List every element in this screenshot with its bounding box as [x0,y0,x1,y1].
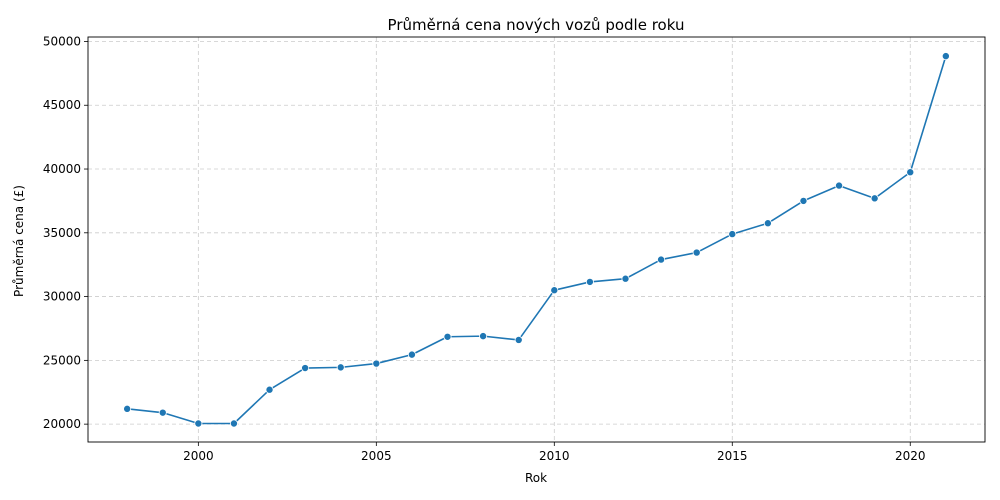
data-point [621,274,630,283]
y-tick-label: 25000 [43,353,81,367]
x-tick-label: 2010 [539,449,570,463]
data-point [407,350,416,359]
data-point [906,168,915,177]
data-point [799,196,808,205]
data-point [585,277,594,286]
data-point [835,181,844,190]
x-tick-label: 2020 [895,449,926,463]
y-axis-label: Průměrná cena (£) [12,185,26,297]
x-tick-label: 2000 [183,449,214,463]
y-tick-label: 50000 [43,34,81,48]
x-axis-label: Rok [525,471,547,485]
y-tick-label: 20000 [43,417,81,431]
data-point [728,230,737,239]
data-point [870,194,879,203]
data-point [123,404,132,413]
series-layer [123,52,950,428]
y-tick-label: 45000 [43,98,81,112]
y-tick-label: 30000 [43,290,81,304]
data-point [301,364,310,373]
plot-frame [87,36,986,443]
data-point [514,335,523,344]
data-point [229,419,238,428]
data-point [941,52,950,61]
data-point [657,255,666,264]
data-point [265,385,274,394]
data-point [692,248,701,257]
data-point [372,359,381,368]
x-tick-label: 2015 [717,449,748,463]
data-point [194,419,203,428]
data-point [443,332,452,341]
data-point [158,408,167,417]
series-line [127,55,947,425]
axis-ticks: 2000 2005 2010 2015 2020 20000 25000 30000 35000… [43,34,926,463]
data-point [479,332,488,341]
chart-title: Průměrná cena nových vozů podle roku [388,16,685,34]
x-tick-label: 2005 [361,449,392,463]
grid [88,37,985,442]
data-point [763,219,772,228]
data-point [550,286,559,295]
y-tick-label: 35000 [43,226,81,240]
y-tick-label: 40000 [43,162,81,176]
data-point [336,363,345,372]
